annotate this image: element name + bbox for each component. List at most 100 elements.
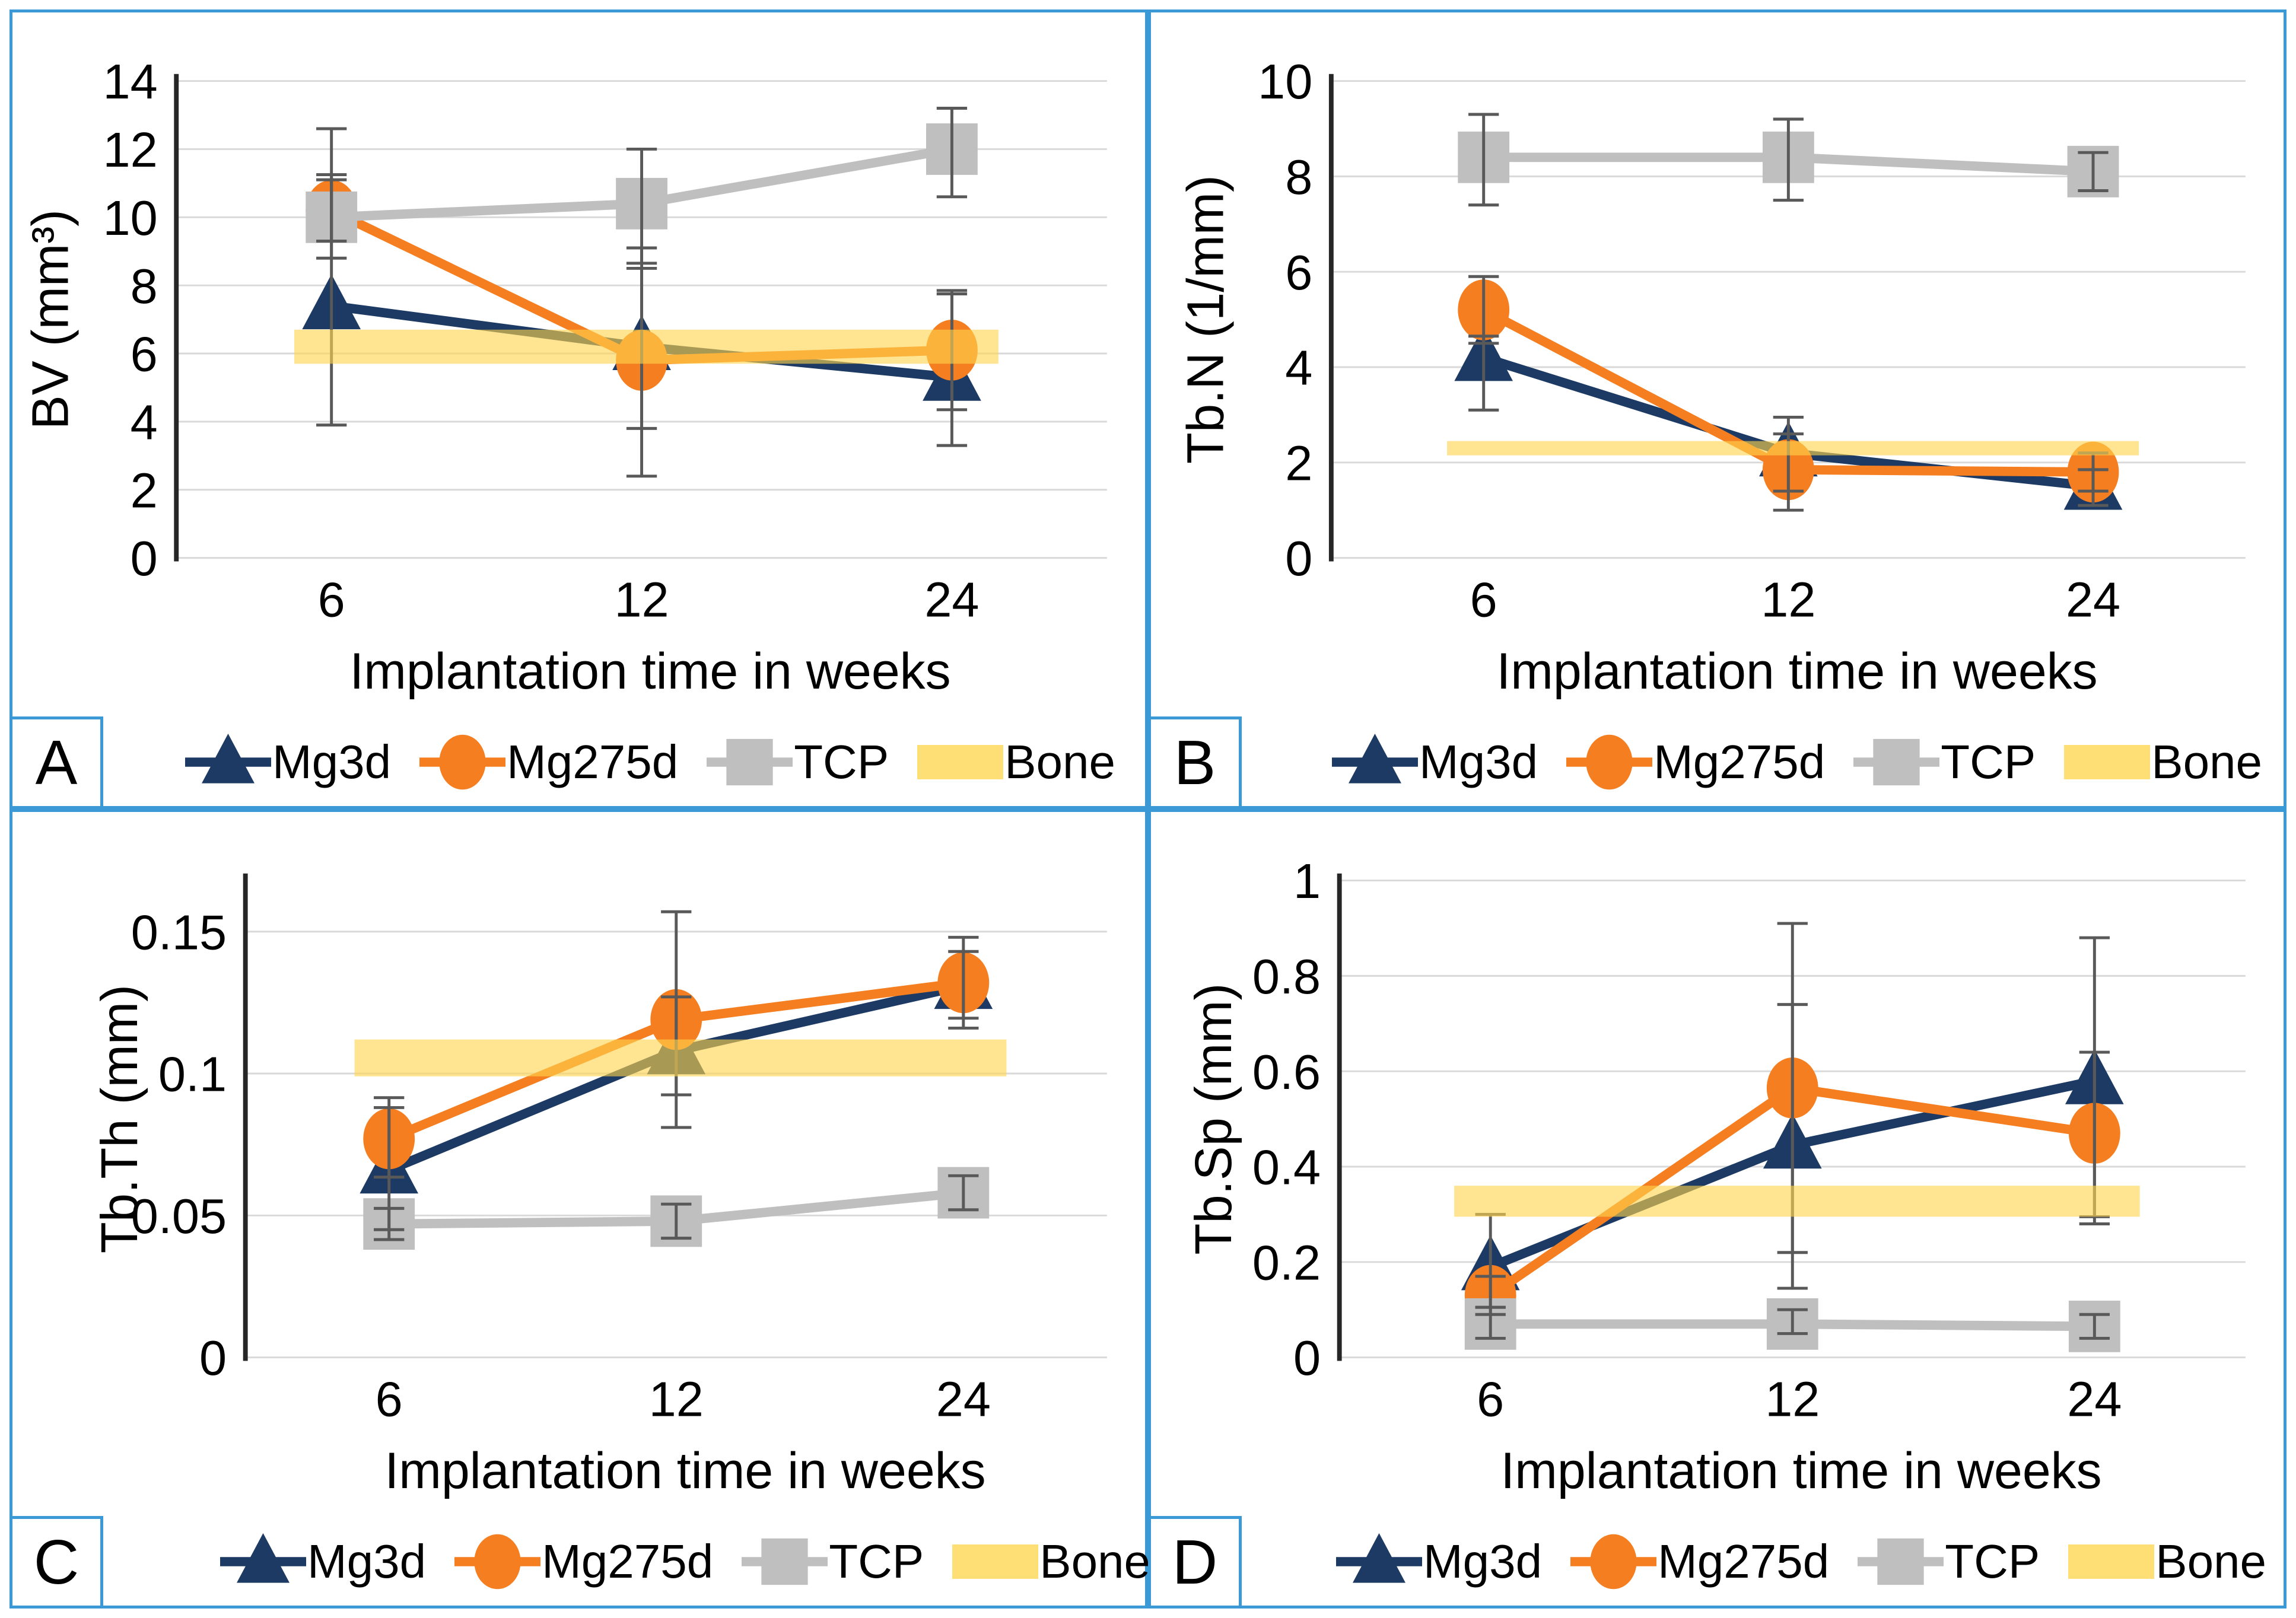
x-axis-title: Implantation time in weeks: [349, 643, 951, 700]
y-tick-label: 0.8: [1252, 949, 1321, 1004]
y-tick-label: 0.1: [158, 1047, 227, 1102]
bone-band: [1454, 1186, 2140, 1217]
legend-triangle: [1349, 733, 1401, 783]
legend-square: [1877, 1538, 1924, 1585]
legend-item-TCP: TCP: [707, 730, 889, 795]
legend-circle: [1590, 1534, 1637, 1590]
legend-triangle: [237, 1533, 290, 1583]
y-tick-label: 0: [199, 1330, 227, 1386]
legend-marker-band-icon: [2068, 1544, 2155, 1579]
below-A: Implantation time in weeks Mg3d Mg275d TCP…: [179, 642, 1122, 795]
legend-label: Mg3d: [1423, 1535, 1543, 1588]
legend-marker-triangle-icon: [1335, 1533, 1422, 1583]
below-B: Implantation time in weeks Mg3d Mg275d TCP…: [1331, 642, 2263, 795]
legend-circle: [1586, 734, 1633, 790]
y-axis-title: Tb.Sp (mm): [1185, 983, 1242, 1255]
legend-label: Bone: [2155, 1535, 2267, 1588]
legend-label: Mg275d: [1653, 735, 1826, 788]
y-tick-label: 14: [103, 54, 157, 109]
legend-label: Mg3d: [307, 1535, 427, 1588]
legend-label: TCP: [1941, 735, 2036, 788]
legend-label: Mg275d: [1658, 1535, 1830, 1588]
x-tick-label: 6: [318, 572, 345, 627]
error-bar-TCP-6w: [1468, 113, 1499, 207]
legend-A: Mg3d Mg275d TCP Bone: [179, 730, 1122, 795]
y-tick-label: 1: [1293, 853, 1321, 909]
legend-marker-square-icon: [1853, 738, 1940, 786]
legend-marker-band-icon: [2064, 745, 2151, 779]
legend-label: Mg3d: [272, 735, 392, 788]
x-axis-title: Implantation time in weeks: [1496, 643, 2098, 700]
legend-D: Mg3d Mg275d TCP Bone: [1335, 1529, 2266, 1594]
chart-D: 0 0.2 0.4 0.6 0.8 1 6 12 24 Tb.Sp (mm): [1185, 853, 2246, 1426]
legend-circle: [439, 734, 486, 790]
legend-label: Bone: [2151, 735, 2263, 788]
legend-marker-band-icon: [952, 1544, 1039, 1579]
y-tick-label: 0: [131, 531, 158, 586]
error-bar-Mg275d-24w: [948, 935, 979, 1030]
panel-B: 0 2 4 6 8 10 6 12 24 Tb.N (1/mm) Implantation tim…: [1148, 9, 2287, 809]
legend-marker-triangle-icon: [1331, 733, 1418, 783]
legend-item-Bone: Bone: [917, 730, 1115, 795]
legend-item-Mg3d: Mg3d: [1335, 1529, 1543, 1594]
legend-marker-square-icon: [742, 1538, 828, 1585]
panel-A: 0 2 4 6 8 10 12 14 6 12 24 BV (mm³) Implantation ti…: [9, 9, 1148, 809]
legend-label: Mg3d: [1419, 735, 1538, 788]
y-tick-label: 0.6: [1252, 1044, 1321, 1100]
legend-item-Bone: Bone: [2068, 1529, 2266, 1594]
legend-marker-band-icon: [917, 745, 1004, 779]
legend-label: Bone: [1039, 1535, 1151, 1588]
x-tick-label: 6: [376, 1371, 403, 1426]
bone-band: [1447, 441, 2139, 456]
y-tick-label: 10: [1258, 54, 1312, 109]
y-axis-title: BV (mm³): [22, 209, 79, 429]
legend-item-Mg3d: Mg3d: [185, 730, 391, 795]
legend-item-Mg275d: Mg275d: [454, 1529, 713, 1594]
legend-item-Mg3d: Mg3d: [1331, 730, 1538, 795]
y-tick-label: 4: [1285, 340, 1312, 396]
error-bar-Mg275d-6w: [374, 1096, 405, 1179]
legend-label: TCP: [794, 735, 889, 788]
x-tick-label: 12: [614, 572, 669, 627]
x-tick-label: 6: [1477, 1371, 1504, 1426]
legend-band-swatch: [2068, 1544, 2155, 1579]
legend-circle: [474, 1534, 521, 1590]
y-tick-label: 8: [1285, 149, 1312, 205]
x-tick-label: 12: [1761, 572, 1815, 627]
error-bar-TCP-24w: [2079, 1313, 2110, 1340]
y-tick-label: 12: [103, 122, 157, 177]
panel-C: 0 0.05 0.1 0.15 6 12 24 Tb.Th (mm) Implantation…: [9, 809, 1151, 1609]
panel-D: 0 0.2 0.4 0.6 0.8 1 6 12 24 Tb.Sp (mm) Implantati…: [1148, 809, 2287, 1609]
legend-label: Mg275d: [542, 1535, 714, 1588]
figure-grid: 0 2 4 6 8 10 12 14 6 12 24 BV (mm³) Implantation ti…: [9, 9, 2287, 1609]
y-tick-label: 2: [1285, 435, 1312, 491]
y-tick-label: 4: [131, 394, 158, 450]
legend-label: TCP: [829, 1535, 924, 1588]
legend-triangle: [1353, 1533, 1405, 1583]
y-tick-label: 6: [131, 327, 158, 382]
y-tick-label: 0.15: [131, 904, 227, 960]
legend-square: [761, 1538, 808, 1585]
y-tick-label: 0.4: [1252, 1140, 1321, 1195]
legend-band-swatch: [2064, 745, 2151, 779]
error-bar-TCP-24w: [2078, 151, 2109, 192]
error-bar-Mg275d-6w: [1468, 275, 1499, 345]
x-tick-label: 24: [2067, 1371, 2122, 1426]
legend-marker-square-icon: [707, 738, 793, 786]
x-tick-label: 12: [649, 1371, 704, 1426]
y-tick-label: 2: [131, 463, 158, 518]
error-bar-TCP-6w: [1475, 1305, 1506, 1340]
error-bar-TCP-6w: [374, 1206, 405, 1241]
y-tick-label: 10: [103, 190, 157, 246]
legend-marker-triangle-icon: [220, 1533, 306, 1583]
legend-item-TCP: TCP: [1853, 730, 2036, 795]
legend-marker-triangle-icon: [185, 733, 271, 783]
legend-label: Mg275d: [507, 735, 679, 788]
panel-label-B: B: [1148, 716, 1242, 809]
x-tick-label: 12: [1765, 1371, 1820, 1426]
below-D: Implantation time in weeks Mg3d Mg275d TCP…: [1335, 1442, 2266, 1594]
y-axis-title: Tb.Th (mm): [91, 985, 148, 1253]
legend-marker-circle-icon: [1566, 734, 1653, 790]
